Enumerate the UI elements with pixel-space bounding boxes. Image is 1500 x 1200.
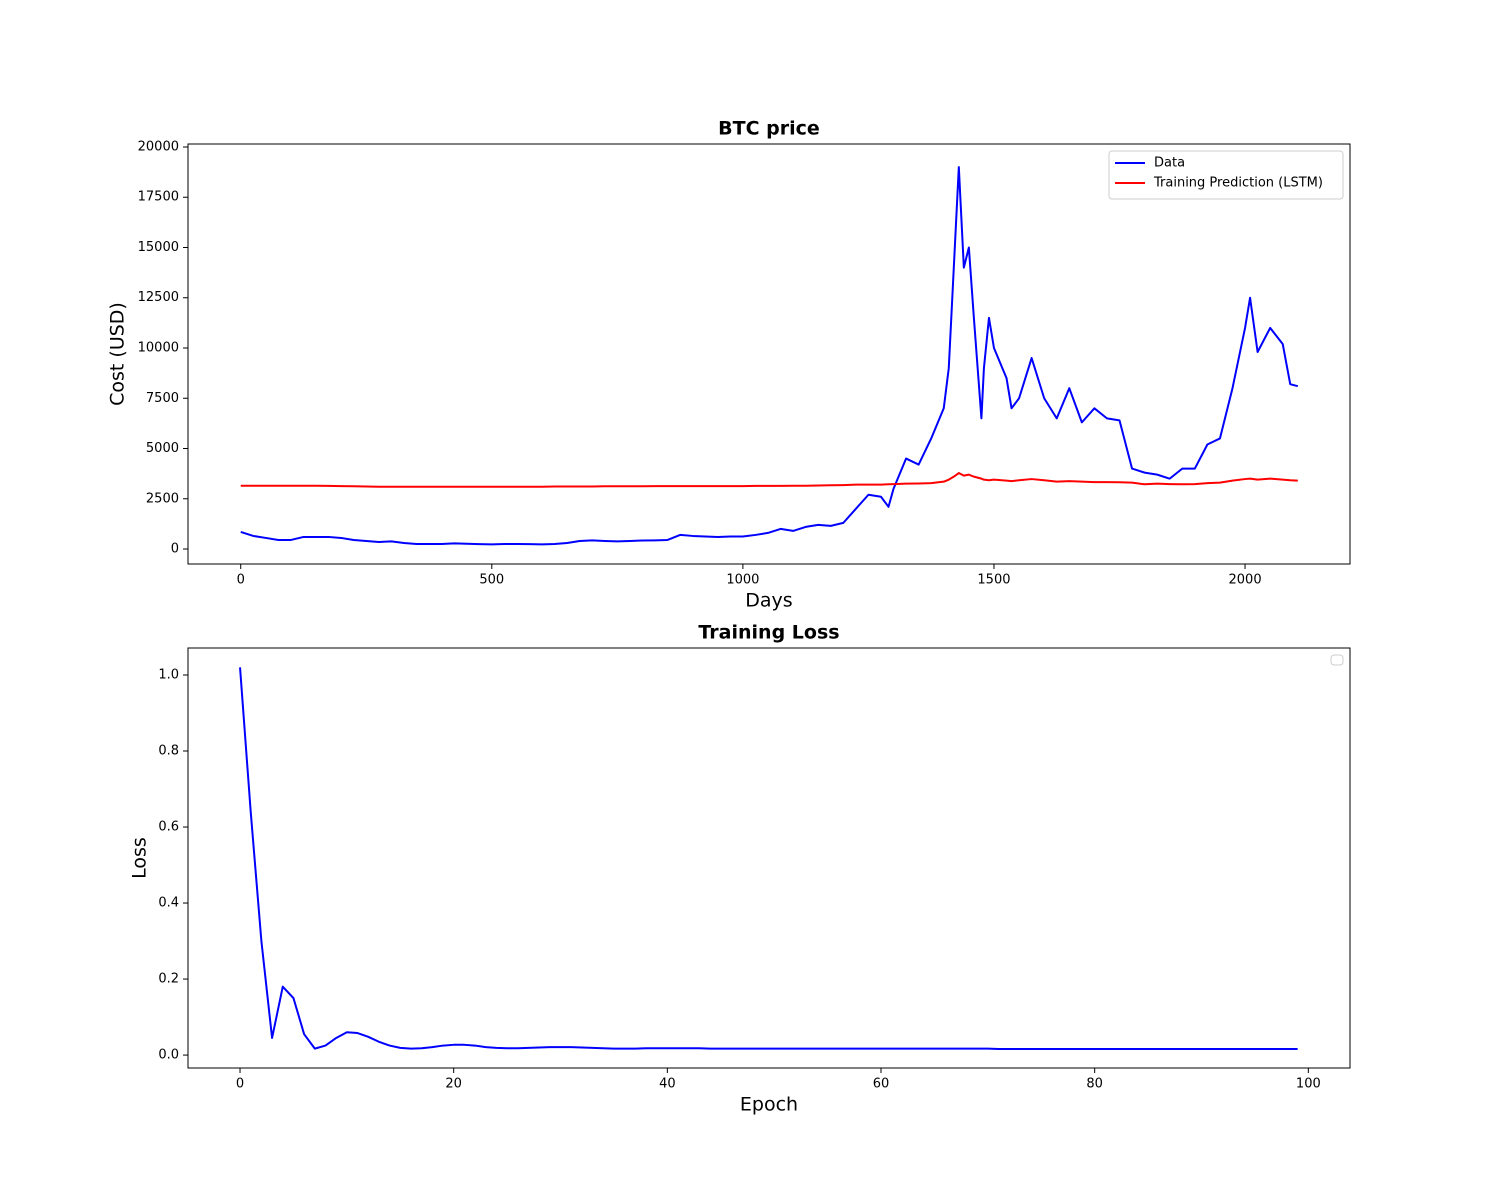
data-line xyxy=(240,166,1299,546)
y-tick-label: 17500 xyxy=(138,190,179,205)
x-tick-label: 1000 xyxy=(726,573,759,588)
legend-label: Training Prediction (LSTM) xyxy=(1153,176,1323,191)
x-tick-label: 2000 xyxy=(1229,573,1262,588)
y-tick-label: 2500 xyxy=(146,491,179,506)
legend-box xyxy=(1108,150,1344,200)
chart-title: BTC price xyxy=(718,118,820,140)
x-tick-label: 40 xyxy=(659,1077,676,1092)
y-tick-label: 15000 xyxy=(138,240,179,255)
plot-frame xyxy=(187,143,1351,565)
y-tick-label: 10000 xyxy=(138,341,179,356)
x-tick-label: 60 xyxy=(873,1077,890,1092)
y-tick-label: 0.2 xyxy=(158,972,179,987)
y-tick-label: 12500 xyxy=(138,290,179,305)
x-tick-label: 1500 xyxy=(977,573,1010,588)
y-tick-label: 20000 xyxy=(138,139,179,154)
y-tick-label: 0.8 xyxy=(158,744,179,759)
y-tick-label: 0.4 xyxy=(158,896,179,911)
y-tick-label: 1.0 xyxy=(158,667,179,682)
x-tick-label: 80 xyxy=(1086,1077,1103,1092)
y-tick-label: 5000 xyxy=(146,441,179,456)
y-tick-label: 7500 xyxy=(146,391,179,406)
legend-label: Data xyxy=(1154,156,1185,171)
y-axis-label: Cost (USD) xyxy=(107,302,129,406)
data-line xyxy=(240,472,1298,488)
y-tick-label: 0.0 xyxy=(158,1048,179,1063)
x-tick-label: 500 xyxy=(479,573,504,588)
y-tick-label: 0.6 xyxy=(158,820,179,835)
data-line xyxy=(239,667,1298,1050)
legend-box xyxy=(1330,654,1344,666)
y-axis-label: Loss xyxy=(129,837,151,879)
x-tick-label: 100 xyxy=(1296,1077,1321,1092)
x-tick-label: 0 xyxy=(237,573,245,588)
y-tick-label: 0 xyxy=(171,542,179,557)
x-axis-label: Days xyxy=(745,590,792,612)
chart-title: Training Loss xyxy=(698,622,839,644)
x-tick-label: 0 xyxy=(236,1077,244,1092)
x-tick-label: 20 xyxy=(445,1077,462,1092)
plot-frame xyxy=(187,647,1351,1069)
x-axis-label: Epoch xyxy=(740,1094,798,1116)
